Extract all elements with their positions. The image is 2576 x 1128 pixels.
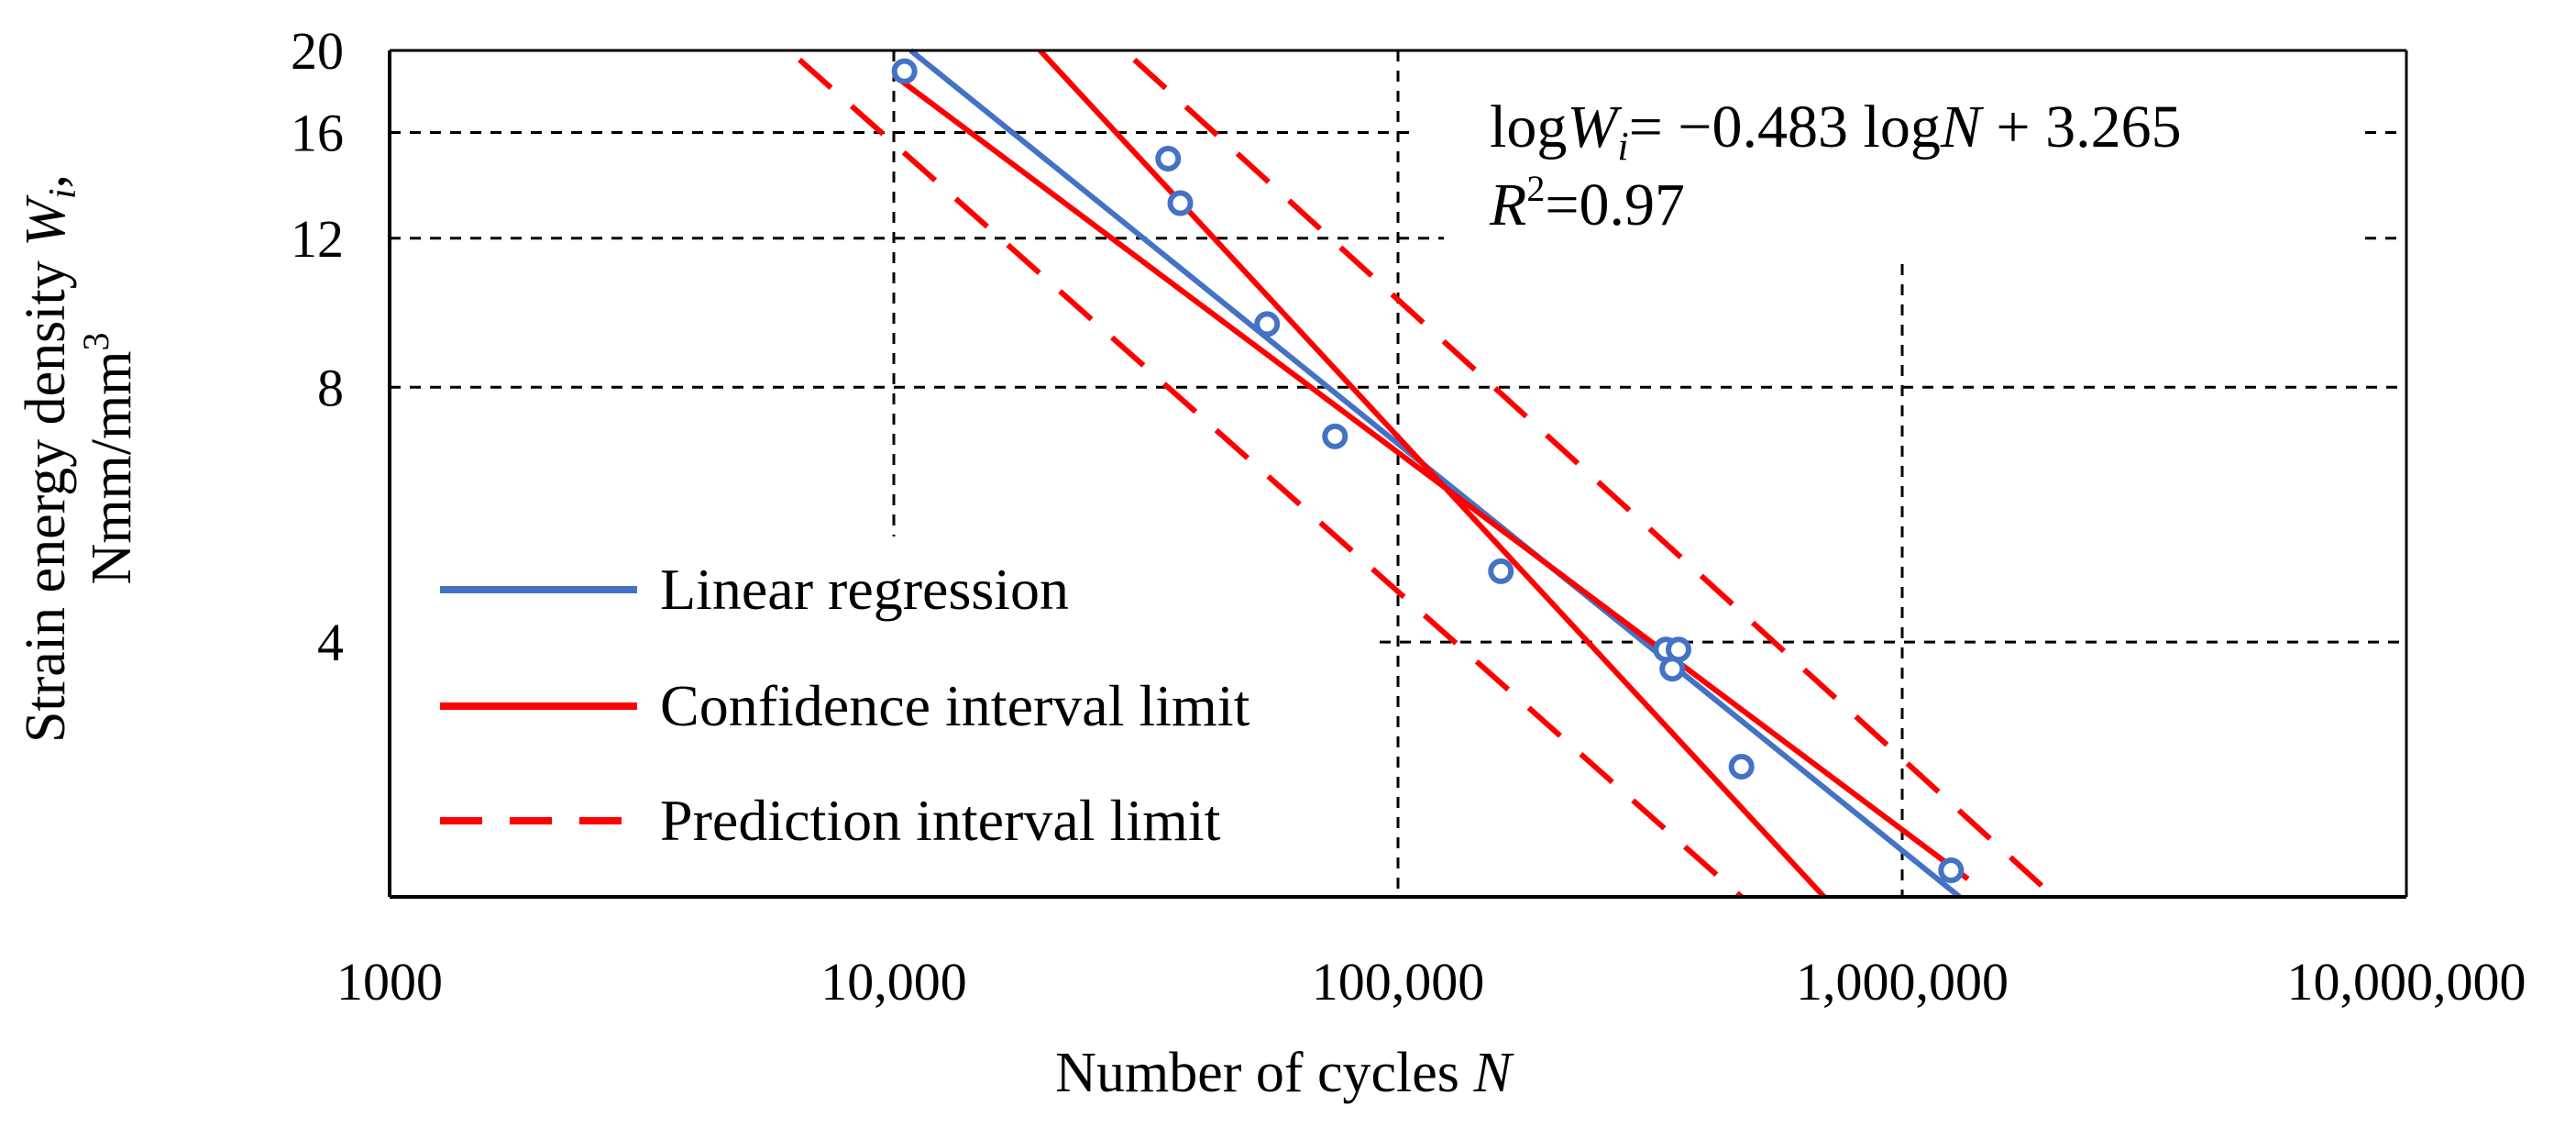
series-line-2	[798, 57, 1744, 900]
data-point-3	[1254, 311, 1281, 337]
x-tick-label-3: 1,000,000	[1796, 952, 2009, 1012]
y-tick-label-2: 12	[291, 209, 344, 269]
x-tick-label-1: 10,000	[820, 952, 967, 1012]
series-line-1-upper	[1038, 48, 1827, 900]
legend: Linear regression Confidence interval li…	[440, 557, 1250, 853]
legend-label-regression: Linear regression	[660, 557, 1069, 622]
grid-lines	[390, 49, 2406, 897]
y-tick-label-0: 4	[317, 613, 344, 672]
data-point-4	[1322, 423, 1349, 449]
data-points	[891, 58, 1965, 884]
y-tick-label-4: 20	[291, 21, 344, 81]
tick-labels: 1000 10,000 100,000 1,000,000 10,000,000 4 8 12…	[291, 21, 2526, 1012]
data-point-9	[1728, 754, 1755, 780]
data-point-10	[1938, 857, 1965, 884]
y-axis-label: Strain energy density Wi, Nmm/mm3	[15, 174, 143, 743]
axes	[388, 49, 2408, 899]
series-line-1	[892, 72, 1970, 881]
x-tick-label-0: 1000	[336, 952, 443, 1012]
data-point-2	[1167, 190, 1194, 216]
data-point-1	[1155, 145, 1182, 171]
svg-text:Strain energy density Wi,: Strain energy density Wi,	[15, 174, 84, 743]
r-squared-label: R2=0.97	[1489, 168, 1685, 238]
legend-label-confidence: Confidence interval limit	[660, 673, 1250, 738]
data-point-0	[891, 58, 918, 84]
legend-label-prediction: Prediction interval limit	[660, 788, 1221, 853]
x-tick-label-4: 10,000,000	[2287, 952, 2526, 1012]
svg-text:Nmm/mm3: Nmm/mm3	[75, 333, 143, 585]
x-tick-label-2: 100,000	[1312, 952, 1485, 1012]
regression-equation: logWi= −0.483 logN + 3.265	[1490, 94, 2182, 169]
x-axis-label: Number of cycles N	[1055, 1042, 1514, 1104]
series-lines	[798, 48, 2056, 900]
y-tick-label-1: 8	[317, 358, 344, 417]
data-point-5	[1488, 558, 1514, 584]
data-point-8	[1659, 656, 1686, 682]
y-tick-label-3: 16	[291, 103, 344, 162]
